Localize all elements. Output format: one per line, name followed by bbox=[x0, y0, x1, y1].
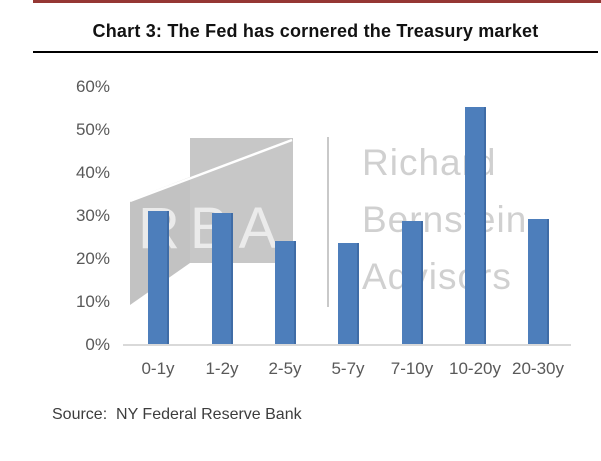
x-tick-label: 0-1y bbox=[141, 359, 175, 378]
logo-fold-line bbox=[129, 138, 293, 203]
watermark-line: Richard bbox=[362, 142, 497, 183]
y-tick-label: 20% bbox=[75, 249, 110, 268]
page-title: Chart 3: The Fed has cornered the Treasu… bbox=[92, 21, 539, 41]
watermark-text: Richard Bernstein Advisors bbox=[362, 134, 527, 305]
top-accent-rule bbox=[33, 0, 601, 3]
y-tick-label: 60% bbox=[75, 77, 110, 96]
bar-2-5y bbox=[274, 241, 296, 344]
x-tick-label: 1-2y bbox=[205, 359, 239, 378]
bar-5-7y bbox=[337, 243, 359, 344]
x-tick-label: 7-10y bbox=[390, 359, 434, 378]
y-tick-label: 40% bbox=[75, 163, 110, 182]
watermark-line: Advisors bbox=[362, 256, 512, 297]
bar-10-20y bbox=[464, 107, 486, 344]
x-tick-label: 20-30y bbox=[512, 359, 564, 378]
y-tick-label: 30% bbox=[75, 206, 110, 225]
x-axis-line bbox=[123, 344, 571, 346]
bar-7-10y bbox=[401, 221, 423, 344]
y-tick-label: 50% bbox=[75, 120, 110, 139]
y-tick-label: 10% bbox=[75, 292, 110, 311]
bar-0-1y bbox=[147, 211, 169, 344]
x-tick-label: 5-7y bbox=[331, 359, 365, 378]
title-underline bbox=[33, 51, 598, 53]
watermark-line: Bernstein bbox=[362, 199, 528, 240]
x-tick-label: 10-20y bbox=[449, 359, 501, 378]
watermark-divider-line bbox=[327, 137, 329, 307]
source-text: Source: NY Federal Reserve Bank bbox=[52, 406, 302, 423]
y-tick-label: 0% bbox=[85, 335, 110, 354]
bar-1-2y bbox=[211, 213, 233, 344]
bar-20-30y bbox=[527, 219, 549, 344]
x-tick-label: 2-5y bbox=[268, 359, 302, 378]
